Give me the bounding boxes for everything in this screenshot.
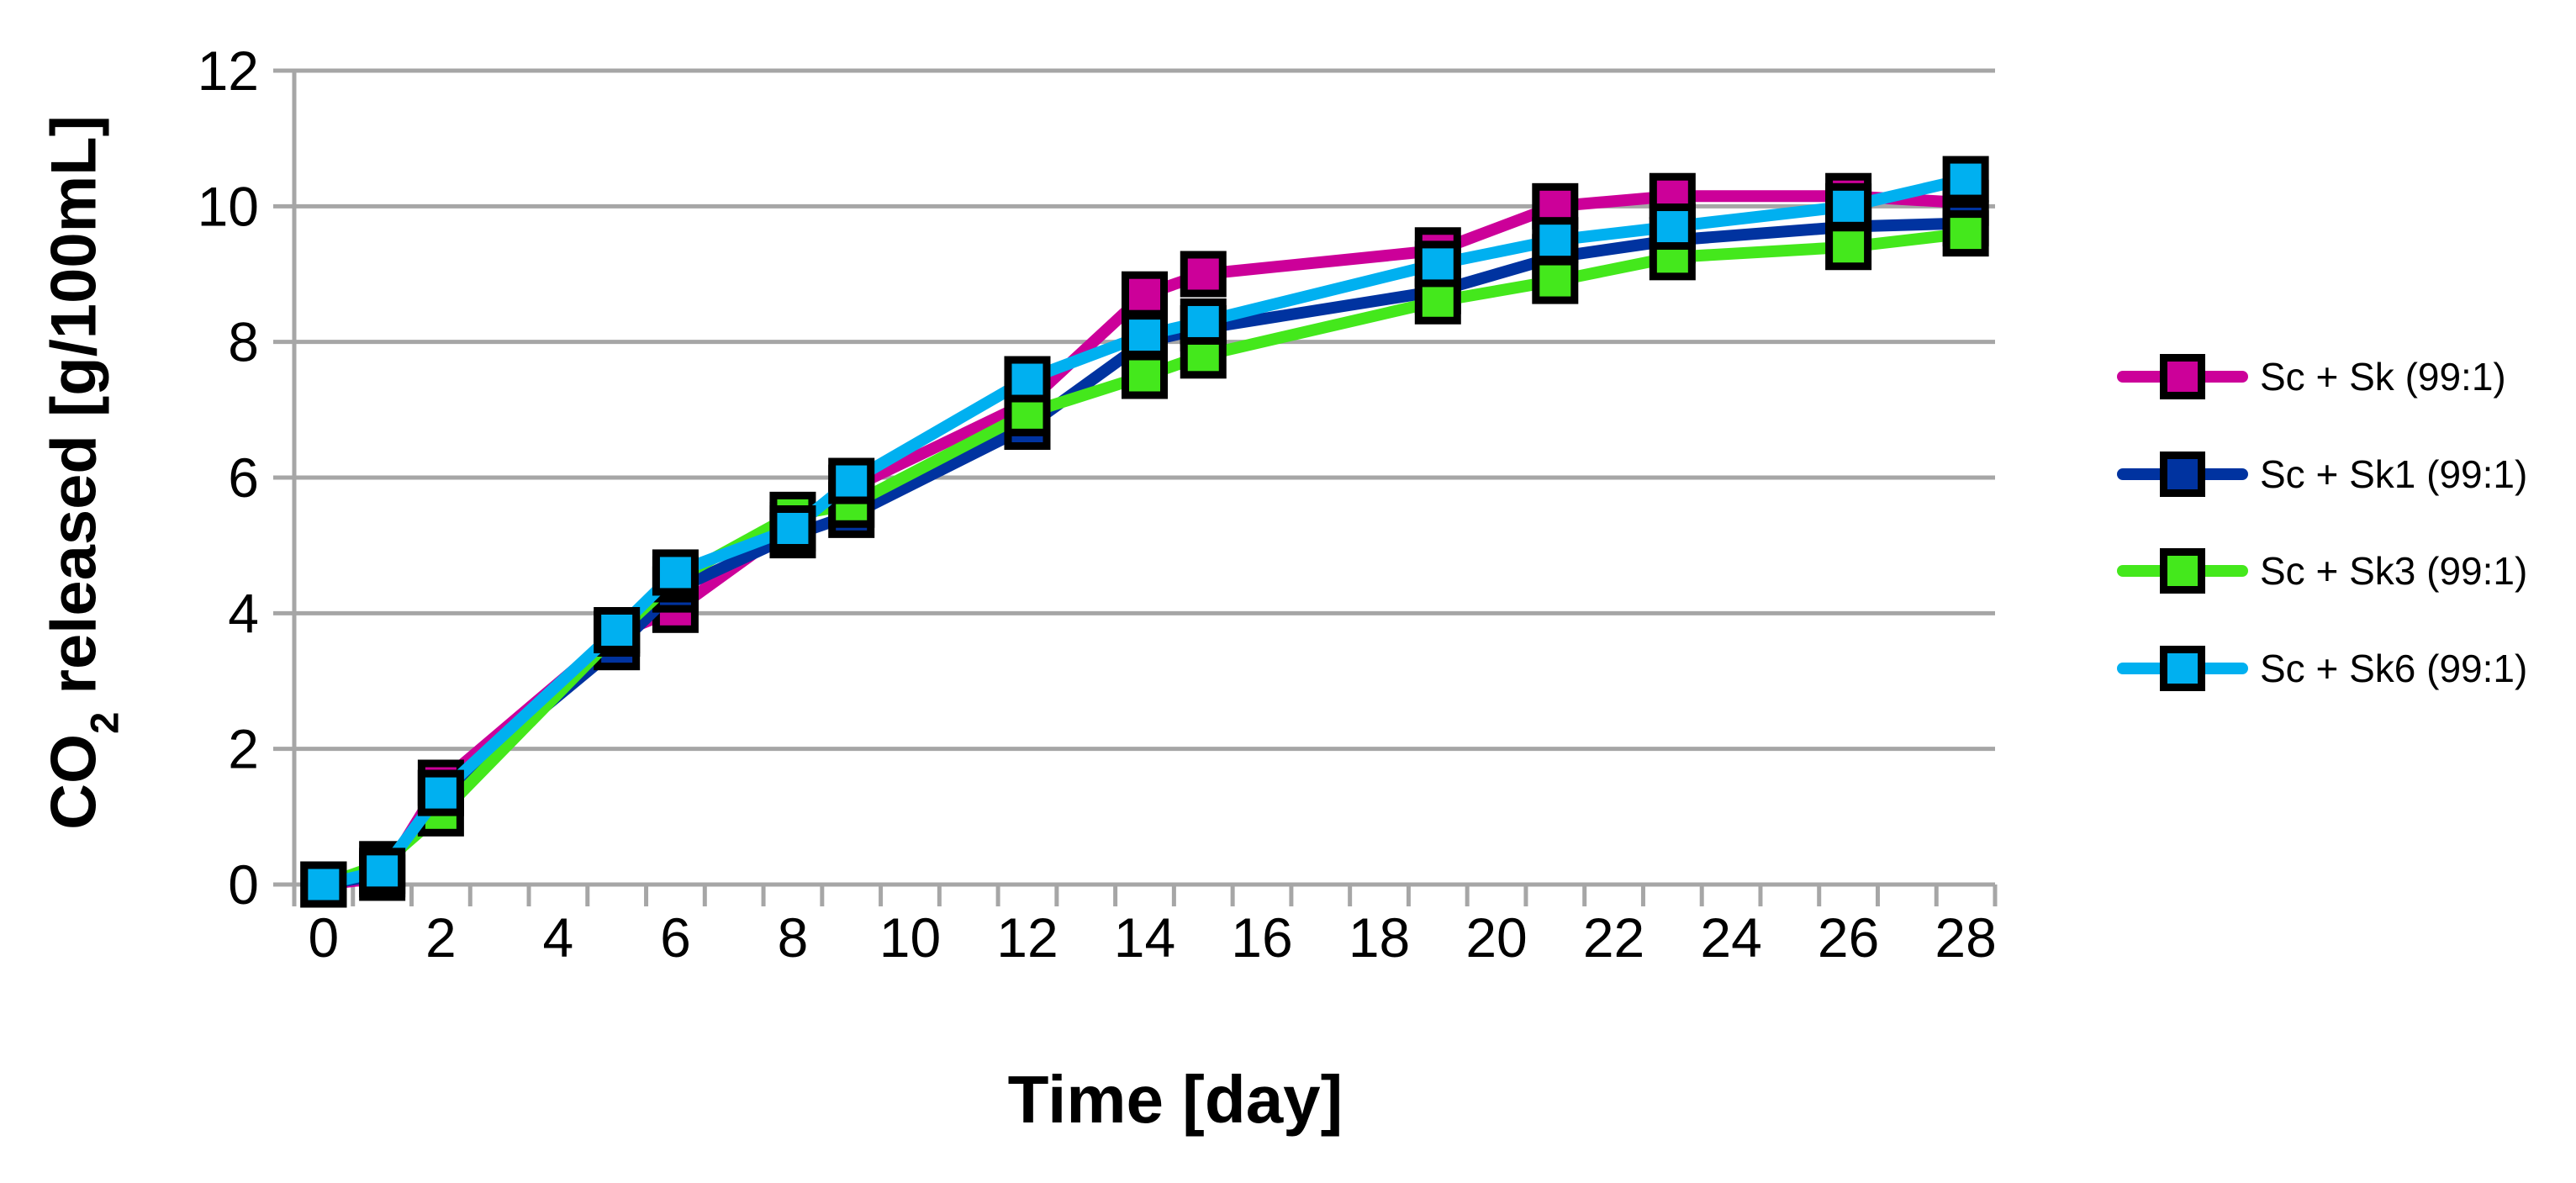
x-tick-label-22: 22 — [1583, 906, 1644, 969]
marker-sc-sk3-99-1-day-26 — [1825, 224, 1872, 271]
x-tick-label-18: 18 — [1349, 906, 1410, 969]
marker-sc-sk6-99-1-day-26 — [1825, 182, 1872, 230]
x-tick-label-10: 10 — [879, 906, 941, 969]
marker-sc-sk3-99-1-day-14 — [1122, 352, 1168, 399]
marker-sc-sk-99-1-day-15 — [1180, 251, 1227, 298]
marker-sc-sk6-99-1-day-9 — [828, 457, 875, 504]
y-axis-title-prefix: CO — [38, 733, 110, 830]
marker-sc-sk6-99-1-day-19 — [1414, 240, 1461, 288]
x-tick-label-12: 12 — [996, 906, 1058, 969]
marker-sc-sk6-99-1-day-28 — [1942, 156, 1989, 203]
marker-sc-sk-99-1-day-14 — [1122, 271, 1168, 318]
x-tick-label-20: 20 — [1465, 906, 1527, 969]
marker-sc-sk6-99-1-day-5 — [594, 607, 641, 653]
y-tick-label-10: 10 — [198, 175, 259, 237]
marker-sc-sk6-99-1-day-12 — [1004, 356, 1051, 403]
x-tick-label-14: 14 — [1114, 906, 1175, 969]
marker-sc-sk6-99-1-day-0 — [300, 861, 347, 908]
x-tick-label-2: 2 — [425, 906, 457, 969]
marker-sc-sk6-99-1-day-14 — [1122, 312, 1168, 359]
x-tick-label-0: 0 — [309, 906, 340, 969]
x-tick-label-16: 16 — [1231, 906, 1292, 969]
x-axis-title: Time [day] — [1007, 1062, 1343, 1137]
x-tick-label-4: 4 — [543, 906, 574, 969]
y-tick-label-6: 6 — [228, 446, 259, 509]
marker-sc-sk6-99-1-day-2 — [417, 769, 464, 816]
marker-sc-sk3-99-1-day-28 — [1942, 210, 1989, 257]
marker-sc-sk3-99-1-day-19 — [1414, 277, 1461, 325]
marker-sc-sk6-99-1-day-6 — [652, 549, 699, 596]
marker-sc-sk6-99-1-day-8 — [769, 505, 816, 552]
x-tick-label-8: 8 — [778, 906, 809, 969]
x-tick-label-24: 24 — [1700, 906, 1761, 969]
y-tick-label-8: 8 — [228, 311, 259, 373]
marker-sc-sk3-99-1-day-21 — [1532, 257, 1579, 304]
y-tick-label-4: 4 — [228, 582, 259, 644]
y-tick-label-2: 2 — [228, 718, 259, 780]
marker-sc-sk6-99-1-day-23 — [1649, 203, 1696, 251]
x-tick-label-28: 28 — [1935, 906, 1996, 969]
y-tick-label-0: 0 — [228, 853, 259, 916]
y-axis-title-subscript: 2 — [82, 711, 127, 734]
x-tick-label-6: 6 — [660, 906, 691, 969]
y-axis-title: CO2 released [g/100mL] — [38, 115, 127, 830]
x-tick-label-26: 26 — [1818, 906, 1879, 969]
marker-sc-sk6-99-1-day-1 — [359, 848, 406, 895]
marker-sc-sk6-99-1-day-15 — [1180, 298, 1227, 345]
y-tick-label-12: 12 — [198, 40, 259, 102]
marker-sc-sk6-99-1-day-21 — [1532, 217, 1579, 264]
y-axis-title-suffix: released [g/100mL] — [38, 115, 110, 712]
